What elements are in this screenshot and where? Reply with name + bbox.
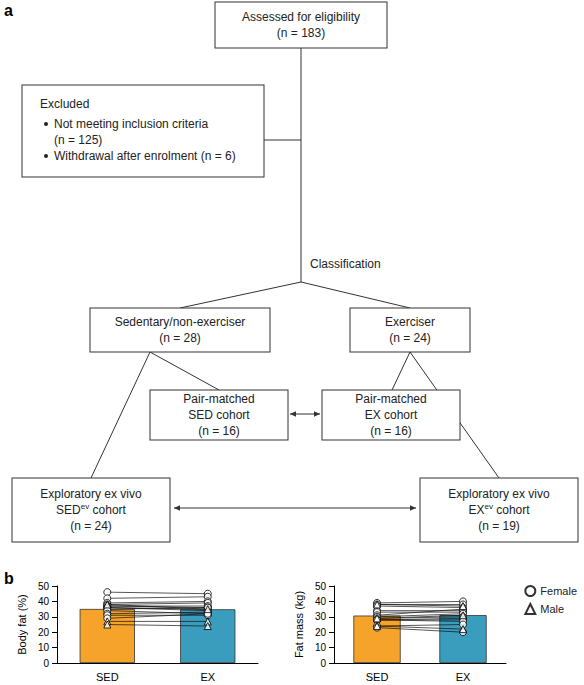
svg-text:Assessed for eligibility: Assessed for eligibility [242, 10, 360, 24]
svg-text:(n = 125): (n = 125) [54, 133, 102, 147]
svg-text:10: 10 [38, 642, 50, 653]
svg-text:SED cohort: SED cohort [188, 408, 250, 422]
svg-text:10: 10 [315, 642, 327, 653]
svg-text:Body fat (%): Body fat (%) [16, 594, 28, 655]
svg-text:Pair-matched: Pair-matched [355, 392, 426, 406]
svg-text:Withdrawal after enrolment (n: Withdrawal after enrolment (n = 6) [54, 149, 236, 163]
svg-text:SED: SED [96, 671, 119, 683]
svg-text:EXev cohort: EXev cohort [468, 502, 530, 517]
svg-text:(n = 183): (n = 183) [277, 26, 325, 40]
svg-text:40: 40 [315, 596, 327, 607]
svg-text:(n = 19): (n = 19) [478, 519, 520, 533]
svg-text:Exerciser: Exerciser [385, 315, 435, 329]
svg-text:50: 50 [315, 581, 327, 592]
svg-text:0: 0 [320, 658, 326, 669]
svg-text:EX: EX [200, 671, 215, 683]
svg-text:Male: Male [540, 603, 564, 615]
svg-text:30: 30 [315, 611, 327, 622]
svg-text:20: 20 [315, 627, 327, 638]
svg-text:Sedentary/non-exerciser: Sedentary/non-exerciser [115, 315, 246, 329]
svg-text:Female: Female [540, 585, 577, 597]
svg-text:30: 30 [38, 611, 50, 622]
svg-text:Exploratory ex vivo: Exploratory ex vivo [40, 487, 142, 501]
svg-text:SED: SED [366, 671, 389, 683]
svg-text:20: 20 [38, 627, 50, 638]
svg-text:Fat mass (kg): Fat mass (kg) [293, 591, 305, 658]
svg-text:(n = 24): (n = 24) [389, 331, 431, 345]
svg-text:40: 40 [38, 596, 50, 607]
svg-text:Exploratory ex vivo: Exploratory ex vivo [448, 487, 550, 501]
svg-text:EX cohort: EX cohort [365, 408, 418, 422]
svg-text:EX: EX [456, 671, 471, 683]
svg-text:Not meeting inclusion criteria: Not meeting inclusion criteria [54, 117, 208, 131]
svg-text:(n = 16): (n = 16) [198, 424, 240, 438]
svg-text:0: 0 [43, 658, 49, 669]
svg-text:Excluded: Excluded [40, 97, 89, 111]
svg-text:b: b [4, 570, 14, 587]
svg-text:50: 50 [38, 581, 50, 592]
svg-text:Pair-matched: Pair-matched [183, 392, 254, 406]
svg-text:(n = 24): (n = 24) [70, 519, 112, 533]
svg-text:a: a [4, 2, 13, 19]
svg-text:(n = 28): (n = 28) [159, 331, 201, 345]
svg-text:SEDev cohort: SEDev cohort [56, 502, 126, 517]
svg-text:(n = 16): (n = 16) [370, 424, 412, 438]
svg-text:Classification: Classification [310, 257, 381, 271]
